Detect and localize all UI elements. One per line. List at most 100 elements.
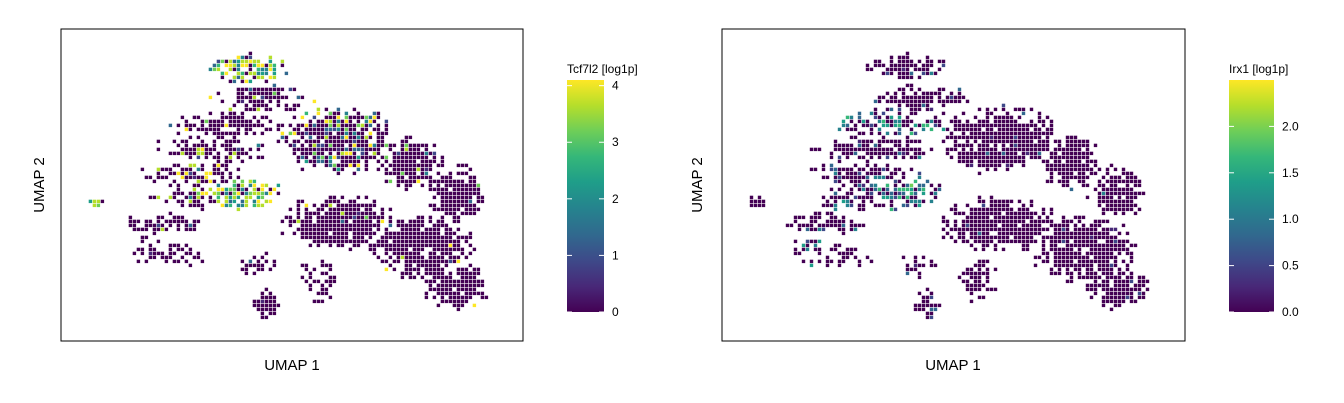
- hexbin-cell: [821, 195, 826, 200]
- hexbin-cell: [853, 227, 858, 232]
- hexbin-cell: [993, 219, 998, 224]
- hexbin-cell: [364, 231, 369, 236]
- hexbin-cell: [196, 191, 201, 196]
- hexbin-cell: [400, 223, 405, 228]
- hexbin-cell: [236, 87, 241, 92]
- hexbin-cell: [464, 255, 469, 260]
- hexbin-cell: [1041, 239, 1046, 244]
- hexbin-cell: [424, 151, 429, 156]
- hexbin-cell: [464, 183, 469, 188]
- hexbin-cell: [1129, 179, 1134, 184]
- hexbin-cell: [292, 87, 297, 92]
- hexbin-cell: [877, 171, 882, 176]
- hexbin-cell: [208, 95, 213, 100]
- hexbin-cell: [452, 291, 457, 296]
- hexbin-cell: [184, 123, 189, 128]
- hexbin-cell: [841, 175, 846, 180]
- hexbin-cell: [853, 223, 858, 228]
- hexbin-cell: [1065, 271, 1070, 276]
- hexbin-cell: [412, 163, 417, 168]
- hexbin-cell: [1121, 203, 1126, 208]
- hexbin-cell: [448, 171, 453, 176]
- hexbin-cell: [881, 195, 886, 200]
- hexbin-cell: [1101, 283, 1106, 288]
- hexbin-cell: [989, 203, 994, 208]
- hexbin-cell: [1009, 119, 1014, 124]
- hexbin-cell: [436, 163, 441, 168]
- hexbin-cell: [925, 59, 930, 64]
- hexbin-cell: [324, 239, 329, 244]
- hexbin-cell: [841, 143, 846, 148]
- hexbin-cell: [1125, 251, 1130, 256]
- hexbin-cell: [224, 191, 229, 196]
- hexbin-cell: [412, 235, 417, 240]
- hexbin-cell: [196, 255, 201, 260]
- hexbin-cell: [969, 287, 974, 292]
- hexbin-cell: [1117, 203, 1122, 208]
- hexbin-cell: [1109, 235, 1114, 240]
- hexbin-cell: [1089, 223, 1094, 228]
- hexbin-cell: [308, 119, 313, 124]
- hexbin-cell: [989, 239, 994, 244]
- hexbin-cell: [965, 227, 970, 232]
- hexbin-cell: [977, 231, 982, 236]
- hexbin-cell: [901, 151, 906, 156]
- hexbin-cell: [849, 191, 854, 196]
- hexbin-cell: [1021, 219, 1026, 224]
- hexbin-cell: [464, 211, 469, 216]
- hexbin-cell: [400, 163, 405, 168]
- hexbin-cell: [408, 167, 413, 172]
- hexbin-cell: [1081, 255, 1086, 260]
- hexbin-cell: [1097, 243, 1102, 248]
- hexbin-cell: [921, 255, 926, 260]
- hexbin-cell: [1021, 163, 1026, 168]
- hexbin-cell: [240, 71, 245, 76]
- hexbin-cell: [200, 167, 205, 172]
- hexbin-cell: [1013, 147, 1018, 152]
- hexbin-cell: [432, 279, 437, 284]
- hexbin-cell: [240, 79, 245, 84]
- hexbin-cell: [993, 163, 998, 168]
- hexbin-cell: [436, 227, 441, 232]
- hexbin-cell: [917, 103, 922, 108]
- hexbin-cell: [256, 59, 261, 64]
- hexbin-cell: [352, 143, 357, 148]
- hexbin-cell: [336, 227, 341, 232]
- hexbin-cell: [276, 103, 281, 108]
- hexbin-cell: [965, 119, 970, 124]
- hexbin-cell: [873, 171, 878, 176]
- hexbin-cell: [312, 203, 317, 208]
- hexbin-cell: [392, 155, 397, 160]
- hexbin-cell: [869, 139, 874, 144]
- hexbin-cell: [1029, 155, 1034, 160]
- hexbin-cell: [400, 251, 405, 256]
- hexbin-cell: [328, 111, 333, 116]
- hexbin-cell: [472, 275, 477, 280]
- hexbin-cell: [336, 207, 341, 212]
- hexbin-cell: [332, 231, 337, 236]
- hexbin-cell: [909, 119, 914, 124]
- hexbin-cell: [244, 63, 249, 68]
- hexbin-cell: [268, 67, 273, 72]
- hexbin-cell: [352, 155, 357, 160]
- hexbin-cell: [1117, 251, 1122, 256]
- hexbin-cell: [941, 59, 946, 64]
- hexbin-cell: [989, 159, 994, 164]
- hexbin-cell: [308, 283, 313, 288]
- hexbin-cell: [1101, 183, 1106, 188]
- hexbin-cell: [909, 71, 914, 76]
- hexbin-cell: [444, 235, 449, 240]
- hexbin-cell: [989, 227, 994, 232]
- hexbin-cell: [861, 199, 866, 204]
- hexbin-cell: [408, 263, 413, 268]
- hexbin-cell: [1129, 199, 1134, 204]
- hexbin-cell: [328, 283, 333, 288]
- hexbin-cell: [356, 111, 361, 116]
- hexbin-cell: [436, 179, 441, 184]
- hexbin-cell: [436, 223, 441, 228]
- hexbin-cell: [416, 271, 421, 276]
- hexbin-cell: [1009, 231, 1014, 236]
- hexbin-cell: [901, 183, 906, 188]
- hexbin-cell: [272, 259, 277, 264]
- hexbin-cell: [348, 215, 353, 220]
